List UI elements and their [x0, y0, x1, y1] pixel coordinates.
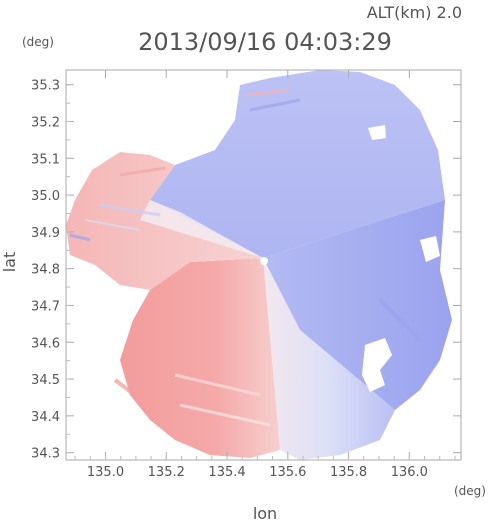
- echo-sector-southeast: [263, 258, 395, 460]
- plot-frame: [65, 69, 462, 461]
- y-tick-label: 34.4: [31, 410, 60, 425]
- y-axis: 34.3 34.4 34.5 34.6 34.7 34.8 34.9 35.0 35.1 35.2…: [31, 79, 461, 462]
- y-tick-label: 34.9: [31, 226, 60, 241]
- y-axis-label: lat: [0, 252, 19, 273]
- x-tick-label: 135.4: [208, 465, 245, 480]
- x-tick-label: 135.0: [87, 465, 124, 480]
- x-unit-label: (deg): [454, 484, 486, 498]
- y-tick-label: 34.3: [31, 447, 60, 462]
- echo-sector-south: [120, 258, 280, 458]
- altitude-label: ALT(km) 2.0: [367, 3, 462, 22]
- x-tick-label: 135.6: [269, 465, 306, 480]
- x-tick-label: 135.8: [330, 465, 367, 480]
- x-axis: 135.0 135.2 135.4 135.6 135.8 136.0: [74, 70, 456, 480]
- radar-site-marker: [260, 257, 268, 265]
- radar-echo-field: [66, 70, 452, 460]
- x-axis-label: lon: [253, 504, 277, 521]
- y-tick-label: 35.0: [31, 189, 60, 204]
- y-tick-label: 35.2: [31, 116, 60, 131]
- x-tick-label: 135.2: [148, 465, 185, 480]
- y-tick-label: 34.6: [31, 336, 60, 351]
- echo-neutral-band: [140, 200, 263, 258]
- y-tick-label: 34.7: [31, 299, 60, 314]
- y-tick-label: 34.5: [31, 373, 60, 388]
- chart-title: 2013/09/16 04:03:29: [138, 28, 392, 56]
- y-tick-label: 35.1: [31, 152, 60, 167]
- y-tick-label: 35.3: [31, 79, 60, 94]
- x-tick-label: 136.0: [391, 465, 428, 480]
- y-tick-label: 34.8: [31, 263, 60, 278]
- echo-sector-north: [150, 70, 445, 258]
- y-unit-label: (deg): [22, 35, 54, 49]
- echo-sector-east: [263, 200, 452, 410]
